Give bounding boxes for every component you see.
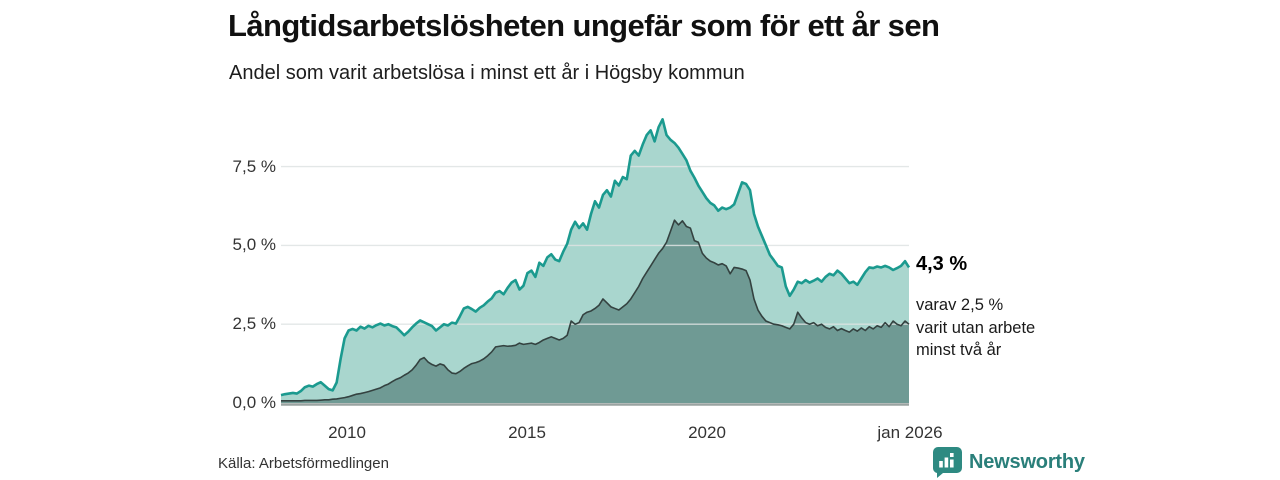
y-tick-2-5: 2,5 % bbox=[232, 314, 276, 333]
y-tick-0-0: 0,0 % bbox=[232, 393, 276, 412]
sublabel-line-1: varav 2,5 % bbox=[916, 296, 1004, 314]
x-tick-2010: 2010 bbox=[328, 423, 366, 442]
latest-value-label: 4,3 % bbox=[916, 253, 968, 275]
y-tick-7-5: 7,5 % bbox=[232, 157, 276, 176]
x-tick-2015: 2015 bbox=[508, 423, 546, 442]
sublabel-line-3: minst två år bbox=[916, 341, 1002, 359]
y-tick-5-0: 5,0 % bbox=[232, 235, 276, 254]
chart-area-fills bbox=[281, 119, 909, 403]
bar-chart-speech-bubble-icon bbox=[933, 447, 962, 478]
source-attribution: Källa: Arbetsförmedlingen bbox=[218, 455, 389, 472]
sublabel-line-2: varit utan arbete bbox=[916, 318, 1036, 337]
newsworthy-wordmark: Newsworthy bbox=[969, 451, 1085, 473]
x-tick-2020: 2020 bbox=[688, 423, 726, 442]
newsworthy-logo: Newsworthy bbox=[933, 447, 1085, 478]
chart-subtitle: Andel som varit arbetslösa i minst ett å… bbox=[229, 62, 745, 84]
latest-value-sublabel: varav 2,5 % varit utan arbete minst två … bbox=[916, 294, 1035, 362]
page-title: Långtidsarbetslösheten ungefär som för e… bbox=[228, 8, 940, 43]
chart-series-lines bbox=[280, 118, 911, 402]
x-tick-jan-2026: jan 2026 bbox=[877, 423, 943, 442]
